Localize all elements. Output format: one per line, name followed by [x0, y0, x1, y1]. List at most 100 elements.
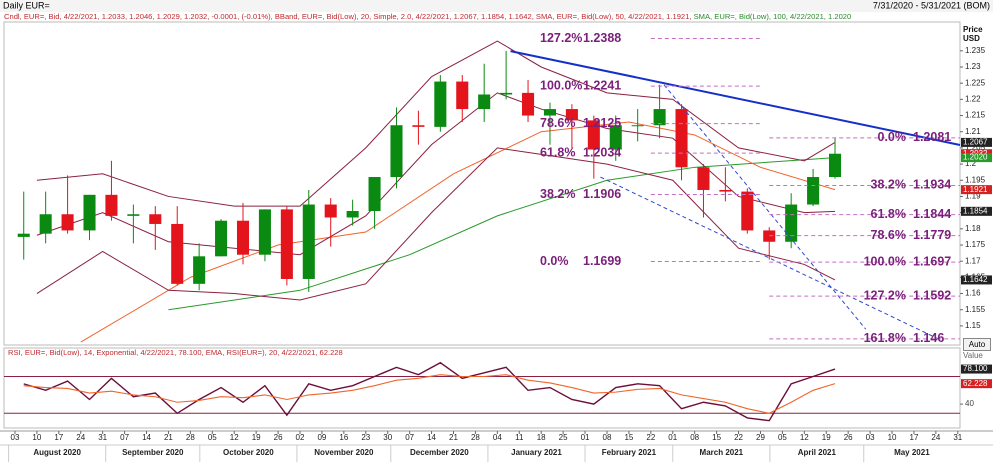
month-label: March 2021 [700, 448, 744, 457]
y-tick-label: 1.175 [965, 240, 986, 249]
x-tick-label: 15 [712, 433, 721, 442]
candle-body [828, 153, 842, 178]
fib-price: 1.2388 [583, 31, 621, 45]
value-tag [961, 364, 992, 374]
x-tick-label: 01 [581, 433, 590, 442]
overlay-line [168, 157, 836, 311]
value-tag [961, 379, 992, 389]
y-tick-label: 1.19 [965, 192, 981, 201]
x-tick-label: 17 [54, 433, 63, 442]
x-tick-label: 12 [800, 433, 809, 442]
x-tick-label: 09 [317, 433, 326, 442]
y-tick-label: 1.155 [965, 305, 986, 314]
month-label: April 2021 [798, 448, 837, 457]
price-tag-label: 1.2020 [963, 153, 988, 162]
y-tick-label: 1.18 [965, 224, 981, 233]
x-tick-label: 08 [690, 433, 699, 442]
x-tick-label: 14 [427, 433, 436, 442]
fib-percent: 100.0% [864, 254, 906, 268]
x-tick-label: 24 [76, 433, 85, 442]
month-label: February 2021 [602, 448, 657, 457]
candle-body [719, 189, 732, 192]
y-tick-label: 1.215 [965, 111, 986, 120]
x-tick-label: 03 [11, 433, 20, 442]
fib-price: 1.2125 [583, 116, 621, 130]
date-range: 7/31/2020 - 5/31/2021 (BOM) [873, 0, 990, 10]
x-tick-label: 22 [646, 433, 655, 442]
y-tick-label: 1.23 [965, 62, 981, 71]
candle-body [675, 109, 688, 168]
y-tick-label: 1.22 [965, 94, 981, 103]
y-tick-label: 1.235 [965, 46, 986, 55]
fib-percent: 0.0% [878, 130, 907, 144]
x-tick-label: 08 [603, 433, 612, 442]
candle-body [258, 209, 271, 255]
rsi-title: RSI, EUR=, Bid(Low), 14, Exponential, 4/… [8, 348, 343, 357]
x-tick-label: 29 [756, 433, 765, 442]
x-tick-label: 25 [559, 433, 568, 442]
x-tick-label: 10 [888, 433, 897, 442]
candle-body [280, 209, 293, 279]
fib-percent: 127.2% [864, 288, 906, 302]
y-axis-label: Price USD [963, 25, 983, 43]
candle-body [215, 220, 228, 257]
trendline [663, 84, 867, 330]
y-tick-label: 1.205 [965, 143, 986, 152]
x-tick-label: 03 [866, 433, 875, 442]
price-tag [961, 206, 992, 216]
overlay-line [36, 40, 836, 207]
candle-body [236, 220, 250, 255]
fib-price: 1.1906 [583, 187, 621, 201]
x-tick-label: 17 [910, 433, 919, 442]
price-tag [961, 137, 992, 147]
y-tick-label: 40 [965, 399, 974, 408]
price-tag [961, 185, 992, 195]
x-tick-label: 31 [98, 433, 107, 442]
month-label: October 2020 [223, 448, 274, 457]
candle-body [697, 167, 710, 190]
candle-body [412, 125, 425, 127]
x-tick-label: 30 [383, 433, 392, 442]
month-label: August 2020 [33, 448, 81, 457]
x-tick-label: 26 [844, 433, 853, 442]
candle-body [500, 92, 513, 95]
fib-percent: 61.8% [540, 145, 575, 159]
fib-percent: 38.2% [871, 178, 906, 192]
fib-percent: 161.8% [864, 331, 906, 345]
candle-body [39, 214, 52, 234]
month-label: November 2020 [314, 448, 374, 457]
fib-price: 1.2034 [583, 145, 621, 159]
x-tick-label: 11 [515, 433, 524, 442]
x-tick-label: 02 [296, 433, 305, 442]
x-tick-label: 21 [449, 433, 458, 442]
fib-percent: 0.0% [540, 254, 569, 268]
candle-body [324, 204, 337, 218]
y-tick-label: 1.195 [965, 175, 986, 184]
fib-price: 1.1592 [913, 288, 951, 302]
candle-body [390, 125, 403, 178]
month-label: May 2021 [894, 448, 930, 457]
x-tick-label: 22 [734, 433, 743, 442]
x-tick-label: 01 [668, 433, 677, 442]
month-label: January 2021 [511, 448, 562, 457]
candle-body [653, 109, 666, 126]
fib-percent: 100.0% [540, 78, 582, 92]
overlay-line [80, 121, 836, 343]
fib-percent: 38.2% [540, 187, 575, 201]
overlay-line [36, 147, 836, 301]
price-panel [3, 21, 961, 346]
auto-button[interactable]: Auto [963, 338, 991, 351]
fib-percent: 127.2% [540, 31, 582, 45]
legend-entry: SMA, EUR=, Bid(Low), 100, 4/22/2021, 1.2… [694, 12, 852, 21]
x-tick-label: 28 [186, 433, 195, 442]
candle-body [83, 194, 96, 231]
price-tag-label: 1.1642 [963, 275, 988, 284]
y-tick-label: 1.16 [965, 289, 981, 298]
fib-price: 1.2081 [913, 130, 951, 144]
fib-price: 1.1779 [913, 228, 951, 242]
x-tick-label: 07 [120, 433, 129, 442]
price-tag-label: 1.2067 [963, 138, 988, 147]
y-axis-label: Value [963, 351, 983, 360]
price-tag [961, 275, 992, 285]
